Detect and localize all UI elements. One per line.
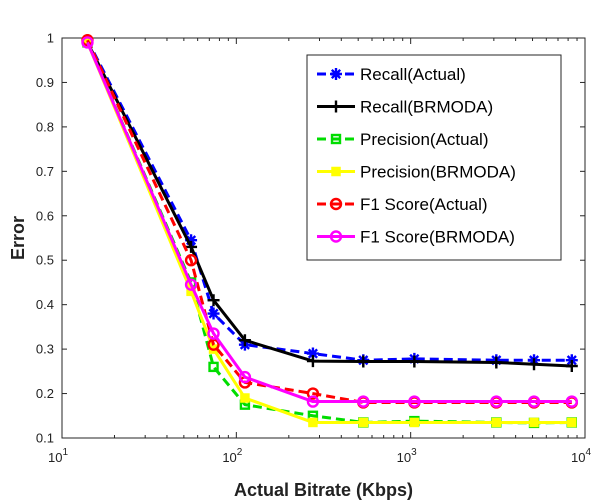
marker bbox=[330, 100, 342, 113]
series-line bbox=[86, 41, 572, 404]
legend-label: Precision(BRMODA) bbox=[360, 163, 516, 182]
x-tick-label: 104 bbox=[571, 447, 591, 465]
marker bbox=[306, 395, 320, 408]
marker bbox=[408, 355, 421, 368]
x-axis-label: Actual Bitrate (Kbps) bbox=[234, 480, 413, 500]
marker bbox=[358, 417, 369, 428]
marker bbox=[357, 355, 370, 368]
marker bbox=[306, 355, 319, 368]
y-tick-label: 0.3 bbox=[36, 342, 54, 357]
y-tick-label: 0.1 bbox=[36, 431, 54, 446]
marker bbox=[240, 393, 250, 403]
marker bbox=[409, 417, 420, 428]
y-tick-label: 0.2 bbox=[36, 386, 54, 401]
series-line bbox=[86, 41, 572, 424]
series-line bbox=[86, 39, 572, 362]
marker bbox=[408, 395, 421, 408]
x-tick-label: 101 bbox=[48, 447, 68, 465]
marker bbox=[490, 356, 503, 369]
legend-entry: Precision(BRMODA) bbox=[317, 163, 516, 182]
series-line bbox=[86, 41, 572, 425]
series-6 bbox=[81, 36, 578, 408]
marker bbox=[491, 417, 502, 428]
marker bbox=[357, 395, 370, 408]
marker bbox=[184, 254, 198, 267]
x-tick-label: 103 bbox=[397, 447, 417, 465]
marker bbox=[185, 240, 198, 253]
axes-layer: 0.1 0.2 0.3 0.4 0.5 0.6 0.7 0.8 0.9 1 101 102 103 104 bbox=[36, 31, 592, 466]
marker bbox=[207, 307, 220, 320]
y-axis-label: Error bbox=[8, 216, 28, 260]
y-tick-label: 0.6 bbox=[36, 208, 54, 223]
marker bbox=[185, 234, 198, 247]
marker bbox=[208, 361, 219, 373]
legend-label: Recall(Actual) bbox=[360, 65, 466, 84]
marker bbox=[207, 294, 220, 307]
marker bbox=[330, 68, 342, 80]
marker bbox=[81, 36, 94, 49]
legend: Recall(Actual) Recall(BRMODA) Precision(Ac… bbox=[306, 54, 562, 261]
y-tick-label: 0.8 bbox=[36, 119, 54, 134]
legend-box bbox=[306, 54, 562, 261]
series-2 bbox=[81, 36, 578, 372]
marker bbox=[184, 278, 198, 291]
legend-label: Recall(BRMODA) bbox=[360, 98, 493, 117]
marker bbox=[238, 370, 252, 384]
marker bbox=[527, 395, 541, 408]
marker bbox=[329, 197, 343, 211]
marker bbox=[306, 387, 320, 400]
marker bbox=[238, 334, 251, 347]
series-layer bbox=[81, 34, 578, 429]
legend-entry: Recall(Actual) bbox=[317, 65, 466, 84]
x-tick-label: 102 bbox=[222, 447, 242, 465]
legend-label: F1 Score(BRMODA) bbox=[360, 228, 515, 247]
legend-entry: Recall(BRMODA) bbox=[317, 98, 493, 117]
marker bbox=[331, 166, 341, 177]
legend-entry: F1 Score(BRMODA) bbox=[317, 228, 515, 247]
marker bbox=[529, 417, 539, 428]
y-tick-label: 0.5 bbox=[36, 253, 54, 268]
y-tick-label: 0.4 bbox=[36, 297, 54, 312]
marker bbox=[330, 133, 342, 145]
marker bbox=[308, 417, 318, 428]
y-tick-label: 0.7 bbox=[36, 164, 54, 179]
legend-entry: Precision(Actual) bbox=[317, 130, 489, 149]
marker bbox=[306, 347, 319, 360]
legend-entry: F1 Score(Actual) bbox=[317, 195, 488, 214]
legend-label: Precision(Actual) bbox=[360, 130, 489, 149]
marker bbox=[329, 230, 343, 243]
marker bbox=[207, 327, 220, 340]
series-line bbox=[86, 41, 572, 368]
legend-label: F1 Score(Actual) bbox=[360, 195, 488, 214]
marker bbox=[565, 360, 578, 372]
marker bbox=[565, 395, 578, 408]
marker bbox=[490, 395, 503, 408]
marker bbox=[567, 417, 577, 428]
marker bbox=[528, 358, 541, 371]
y-tick-label: 0.9 bbox=[36, 75, 54, 90]
y-tick-label: 1 bbox=[47, 31, 54, 46]
